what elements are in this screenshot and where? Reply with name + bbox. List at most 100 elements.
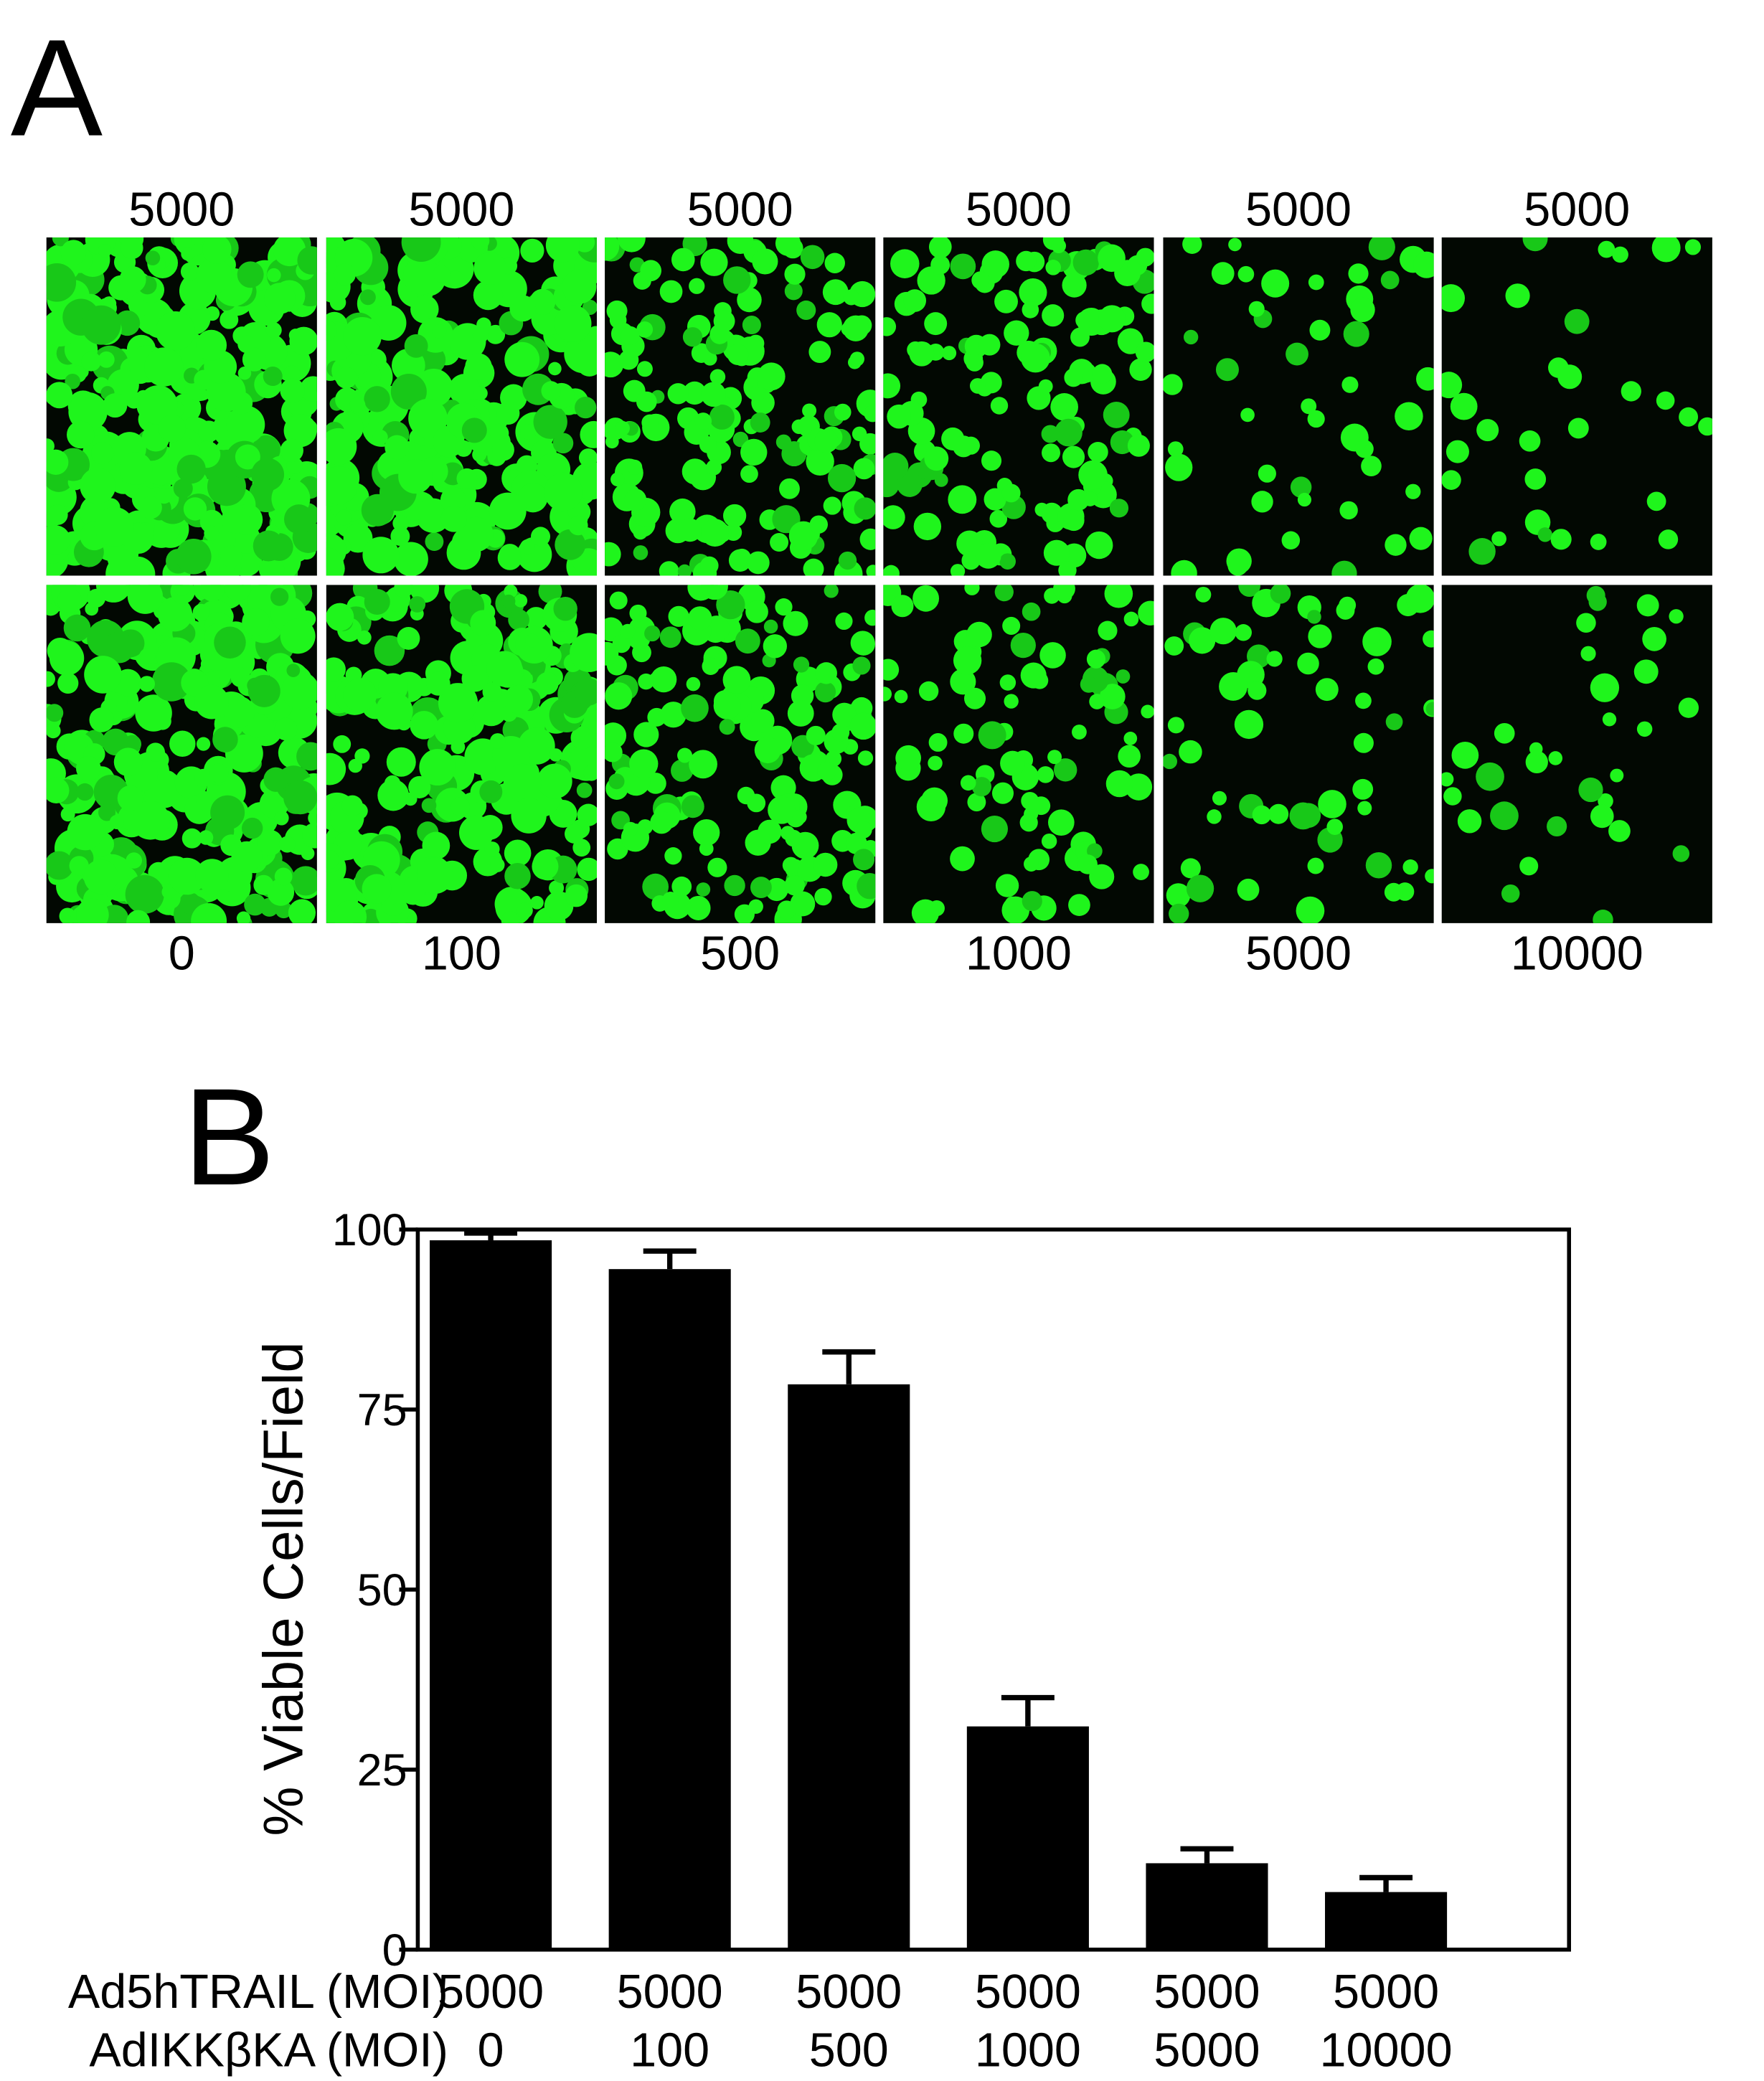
cell	[787, 700, 814, 727]
cell	[1441, 372, 1463, 399]
cell	[253, 530, 284, 562]
cell	[757, 362, 786, 391]
cell	[1133, 864, 1149, 880]
cell	[1004, 320, 1029, 346]
cell	[681, 694, 709, 722]
cell	[475, 694, 507, 727]
cell	[1564, 308, 1590, 334]
cell	[473, 252, 506, 285]
cell	[484, 841, 500, 857]
cell	[624, 489, 647, 511]
cell	[69, 856, 89, 876]
cell	[719, 719, 735, 735]
cell	[113, 747, 143, 777]
cell	[895, 745, 922, 771]
cell	[1505, 283, 1530, 308]
cell	[768, 796, 796, 824]
cell	[1525, 750, 1548, 774]
x-row-label: AdIKKβKA (MOI)	[89, 2024, 448, 2077]
cell	[1548, 751, 1563, 765]
cell	[1234, 709, 1264, 740]
cell	[1089, 694, 1105, 709]
cell	[948, 485, 977, 514]
cell	[274, 717, 298, 741]
image-label: 5000	[966, 183, 1072, 236]
cell	[747, 793, 766, 813]
cell	[1032, 796, 1051, 816]
cell	[107, 369, 139, 401]
cell	[520, 238, 544, 263]
image-label: 0	[169, 928, 195, 981]
cell	[1318, 790, 1346, 818]
cell	[126, 852, 143, 869]
cell	[103, 393, 128, 418]
cell	[570, 726, 594, 750]
x-tick-label: 5000	[1333, 1966, 1439, 2019]
cell	[864, 609, 876, 626]
y-axis-label: % Viable Cells/Field	[253, 1341, 315, 1836]
cell	[1099, 684, 1126, 709]
cell	[1368, 237, 1395, 260]
cell	[686, 676, 701, 692]
cell	[617, 237, 646, 253]
cell	[440, 506, 467, 532]
cell	[1580, 646, 1596, 661]
cell	[978, 334, 1001, 356]
cell	[645, 773, 666, 794]
cell	[1212, 791, 1227, 806]
cell	[924, 446, 949, 471]
cell	[832, 702, 857, 727]
cell	[199, 509, 224, 534]
cell	[722, 504, 747, 528]
cell	[950, 564, 966, 576]
cell	[458, 516, 494, 552]
cell	[529, 288, 556, 315]
cell	[694, 412, 712, 430]
cell	[1412, 251, 1434, 278]
cell	[971, 271, 990, 290]
cell	[660, 702, 687, 728]
cell	[139, 648, 156, 665]
cell	[1270, 585, 1291, 604]
cell	[691, 343, 712, 363]
cell	[1235, 624, 1252, 641]
cell	[763, 619, 778, 634]
cell	[1207, 809, 1222, 824]
cell	[196, 791, 216, 811]
cell	[1237, 878, 1260, 901]
cell	[1104, 585, 1133, 608]
cell	[1086, 649, 1106, 669]
cell	[67, 813, 104, 851]
cell	[1085, 531, 1113, 560]
cell	[210, 795, 245, 830]
cell	[408, 398, 448, 438]
cell	[530, 527, 551, 547]
cell	[827, 463, 857, 493]
bar	[788, 1384, 910, 1950]
cell	[231, 841, 263, 872]
cell	[1297, 493, 1312, 507]
cell	[857, 750, 874, 766]
cell	[156, 487, 172, 504]
cell	[191, 902, 227, 923]
cell	[333, 735, 352, 753]
cell	[633, 722, 659, 747]
cell	[1004, 694, 1019, 709]
cell	[737, 287, 762, 313]
cell	[448, 374, 481, 405]
cell	[1238, 585, 1260, 598]
cell	[283, 414, 317, 448]
cell	[1064, 368, 1083, 387]
cell	[501, 594, 516, 608]
cell	[852, 632, 876, 656]
cell	[1286, 342, 1308, 366]
cell	[822, 279, 849, 306]
cell	[297, 246, 317, 275]
cell	[1550, 529, 1572, 550]
cell	[796, 300, 816, 321]
cell	[1116, 669, 1131, 684]
cell	[1087, 843, 1103, 859]
cell	[783, 610, 808, 636]
cell	[854, 497, 876, 520]
cell	[1612, 246, 1628, 263]
